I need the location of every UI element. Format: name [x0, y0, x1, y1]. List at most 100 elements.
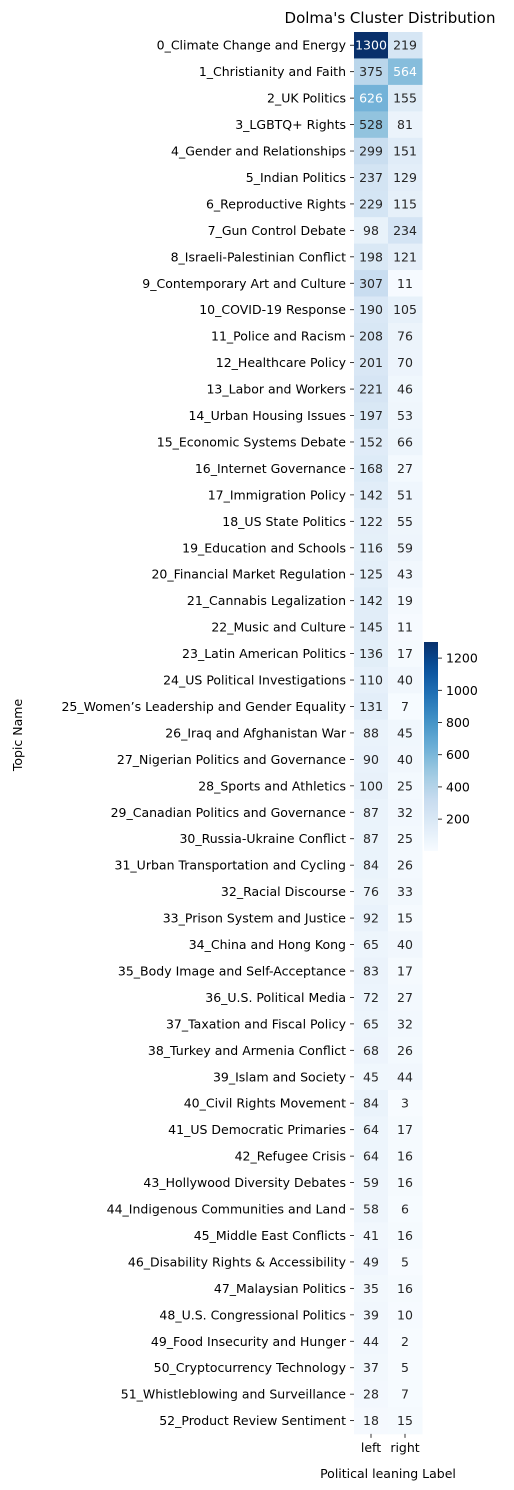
heatmap-cell — [354, 137, 389, 165]
row-label: 32_Racial Discourse — [221, 884, 346, 899]
heatmap-cell — [388, 402, 423, 430]
colorbar-tick-label: 800 — [446, 715, 470, 730]
heatmap-cell — [388, 1275, 423, 1303]
row-label: 30_Russia-Ukraine Conflict — [179, 831, 346, 846]
cell-value-label: 3 — [401, 1096, 409, 1111]
heatmap-cell — [354, 349, 389, 377]
row-labels: 0_Climate Change and Energy 1_Christianit… — [61, 38, 354, 1428]
heatmap-cell — [388, 534, 423, 562]
cell-value-label: 16 — [397, 1281, 413, 1296]
colorbar-tick-label: 1200 — [446, 651, 478, 666]
row-label: 26_Iraq and Afghanistan War — [165, 725, 347, 740]
cell-value-label: 221 — [359, 382, 383, 397]
row-label: 19_Education and Schools — [182, 540, 346, 555]
cell-value-label: 15 — [397, 1413, 413, 1428]
heatmap-cell — [354, 957, 389, 985]
heatmap-cell — [388, 799, 423, 826]
row-label: 8_Israeli-Palestinian Conflict — [171, 249, 347, 264]
heatmap-cell — [388, 455, 423, 483]
cell-value-label: 81 — [397, 117, 413, 132]
row-label: 25_Women’s Leadership and Gender Equalit… — [61, 699, 346, 714]
row-label: 46_Disability Rights & Accessibility — [128, 1254, 347, 1269]
row-label: 40_Civil Rights Movement — [184, 1096, 346, 1111]
row-label: 52_Product Review Sentiment — [159, 1413, 346, 1428]
cell-value-label: 5 — [401, 1360, 409, 1375]
cell-value-label: 145 — [359, 620, 383, 635]
heatmap-cell — [354, 799, 389, 826]
colorbar: 200 400 600 800 1000 1200 — [424, 642, 478, 851]
cell-value-label: 66 — [397, 434, 413, 449]
heatmap-cell — [354, 1407, 389, 1435]
y-axis-label: Topic Name — [10, 699, 25, 773]
cell-value-label: 59 — [363, 1175, 379, 1190]
heatmap-cell — [388, 719, 423, 747]
row-label: 24_US Political Investigations — [163, 673, 346, 688]
column-labels: left right — [361, 1433, 420, 1455]
row-label: 20_Financial Market Regulation — [151, 567, 346, 582]
row-label: 47_Malaysian Politics — [214, 1281, 346, 1296]
cell-value-label: 110 — [359, 673, 383, 688]
cell-value-label: 68 — [363, 1043, 379, 1058]
row-label: 2_UK Politics — [267, 91, 346, 106]
cell-value-label: 208 — [359, 329, 383, 344]
heatmap-cell — [354, 1169, 389, 1197]
row-label: 5_Indian Politics — [246, 170, 346, 185]
cell-value-label: 16 — [397, 1175, 413, 1190]
cell-value-label: 2 — [401, 1334, 409, 1349]
row-label: 14_Urban Housing Issues — [188, 408, 346, 423]
cell-value-label: 375 — [359, 64, 383, 79]
heatmap-cell — [354, 375, 389, 403]
row-label: 16_Internet Governance — [195, 461, 346, 476]
heatmap-cell — [354, 1010, 389, 1038]
heatmap-cell — [354, 561, 389, 588]
heatmap-cell — [388, 1063, 423, 1091]
cell-value-label: 11 — [397, 620, 413, 635]
heatmap-cell — [354, 1222, 389, 1250]
cell-value-label: 25 — [397, 831, 413, 846]
cell-value-label: 219 — [393, 38, 417, 53]
row-label: 22_Music and Culture — [211, 620, 346, 635]
cell-value-label: 307 — [359, 276, 383, 291]
row-label: 4_Gender and Relationships — [171, 144, 346, 159]
cell-value-label: 70 — [397, 355, 413, 370]
cell-value-label: 136 — [359, 646, 383, 661]
heatmap-cell — [354, 931, 389, 959]
cell-value-label: 121 — [393, 249, 417, 264]
cell-value-label: 40 — [397, 937, 413, 952]
cell-value-label: 87 — [363, 831, 379, 846]
row-label: 34_China and Hong Kong — [189, 937, 346, 952]
cell-value-label: 5 — [401, 1254, 409, 1269]
cell-value-label: 84 — [363, 858, 379, 873]
cell-value-label: 564 — [393, 64, 417, 79]
heatmap-cell — [354, 1248, 389, 1276]
heatmap-cell — [388, 984, 423, 1012]
cell-value-label: 32 — [397, 805, 413, 820]
cell-value-label: 229 — [359, 196, 383, 211]
row-label: 1_Christianity and Faith — [199, 64, 346, 79]
colorbar-tick-label: 400 — [446, 779, 470, 794]
cell-value-label: 116 — [359, 540, 383, 555]
colorbar-tick-label: 1000 — [446, 683, 478, 698]
cell-value-label: 11 — [397, 276, 413, 291]
heatmap-cell — [388, 349, 423, 377]
row-label: 3_LGBTQ+ Rights — [235, 117, 346, 132]
heatmap-cell — [388, 190, 423, 218]
cell-value-label: 237 — [359, 170, 383, 185]
heatmap-cell — [388, 1222, 423, 1250]
heatmap-cell — [354, 772, 389, 800]
row-label: 49_Food Insecurity and Hunger — [151, 1334, 347, 1349]
cell-value-label: 76 — [397, 329, 413, 344]
heatmap-cell — [354, 1328, 389, 1355]
row-label: 17_Immigration Policy — [208, 487, 347, 502]
row-label: 45_Middle East Conflicts — [194, 1228, 346, 1243]
cell-value-label: 142 — [359, 487, 383, 502]
row-label: 48_U.S. Congressional Politics — [159, 1307, 346, 1322]
cell-value-label: 19 — [397, 593, 413, 608]
heatmap-cell — [354, 270, 389, 297]
heatmap-cell — [388, 772, 423, 800]
cell-value-label: 18 — [363, 1413, 379, 1428]
cell-value-label: 27 — [397, 461, 413, 476]
cell-value-label: 44 — [397, 1069, 413, 1084]
cell-value-label: 190 — [359, 302, 383, 317]
cell-value-label: 64 — [363, 1149, 379, 1164]
